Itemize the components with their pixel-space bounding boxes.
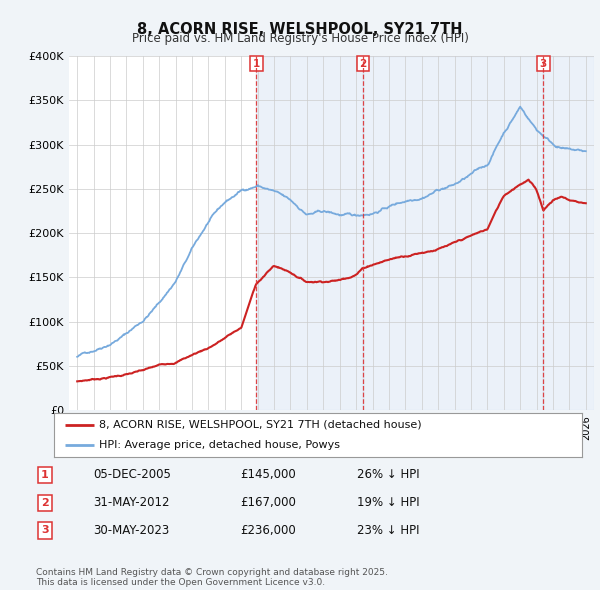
- Text: 8, ACORN RISE, WELSHPOOL, SY21 7TH: 8, ACORN RISE, WELSHPOOL, SY21 7TH: [137, 22, 463, 37]
- Bar: [256, 56, 363, 410]
- Text: 19% ↓ HPI: 19% ↓ HPI: [357, 496, 419, 509]
- Text: 31-MAY-2012: 31-MAY-2012: [93, 496, 170, 509]
- Text: 3: 3: [41, 526, 49, 535]
- Text: £145,000: £145,000: [240, 468, 296, 481]
- Text: 23% ↓ HPI: 23% ↓ HPI: [357, 524, 419, 537]
- Bar: [363, 56, 544, 410]
- Text: 05-DEC-2005: 05-DEC-2005: [93, 468, 171, 481]
- Text: 2: 2: [359, 58, 367, 68]
- Text: 26% ↓ HPI: 26% ↓ HPI: [357, 468, 419, 481]
- Text: Price paid vs. HM Land Registry's House Price Index (HPI): Price paid vs. HM Land Registry's House …: [131, 32, 469, 45]
- Bar: [544, 56, 594, 410]
- Text: 8, ACORN RISE, WELSHPOOL, SY21 7TH (detached house): 8, ACORN RISE, WELSHPOOL, SY21 7TH (deta…: [99, 420, 422, 430]
- Text: 2: 2: [41, 498, 49, 507]
- Text: £236,000: £236,000: [240, 524, 296, 537]
- Text: 1: 1: [253, 58, 260, 68]
- Text: Contains HM Land Registry data © Crown copyright and database right 2025.
This d: Contains HM Land Registry data © Crown c…: [36, 568, 388, 587]
- Text: HPI: Average price, detached house, Powys: HPI: Average price, detached house, Powy…: [99, 440, 340, 450]
- Text: 3: 3: [539, 58, 547, 68]
- Text: £167,000: £167,000: [240, 496, 296, 509]
- Text: 30-MAY-2023: 30-MAY-2023: [93, 524, 169, 537]
- Text: 1: 1: [41, 470, 49, 480]
